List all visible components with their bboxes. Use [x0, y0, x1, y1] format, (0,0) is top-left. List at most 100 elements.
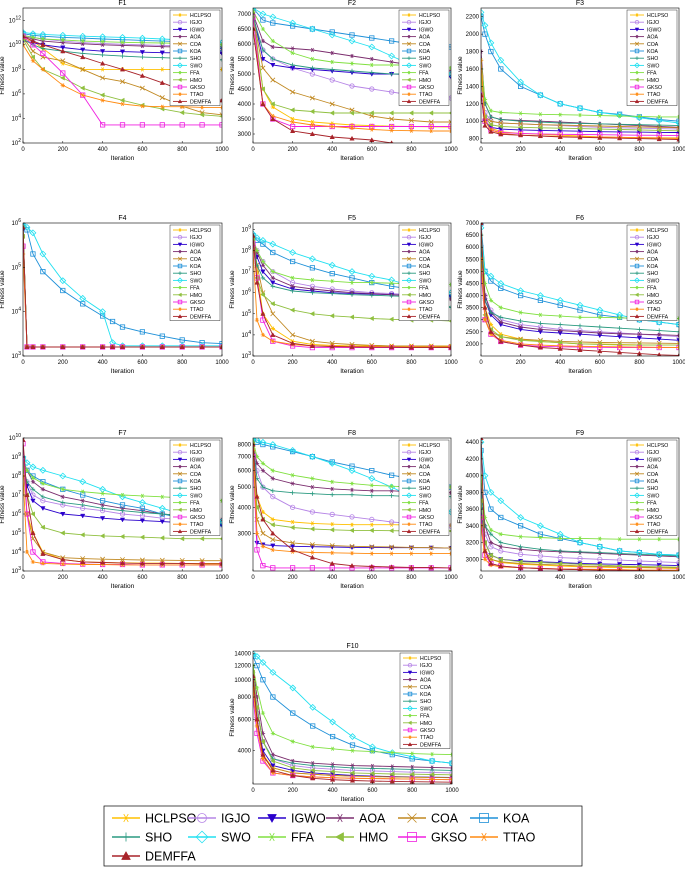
data-point: [429, 551, 434, 556]
series-ttao: [23, 42, 222, 110]
legend-marker: [634, 450, 640, 455]
data-point: [99, 533, 105, 539]
legend-label: IGJO: [647, 450, 659, 456]
chart-panel-f1: F1 0 200 400 600 800 1000 102 104 106 108 1010 1012 I…: [0, 0, 229, 162]
data-point: [260, 332, 266, 338]
chart-panel-f3: F3 0 200 400 600 800 1000 800 1000 1200 1400 1600 18…: [457, 0, 685, 162]
legend-label: HCLPSO: [647, 443, 668, 449]
legend-label: HMO: [190, 508, 202, 514]
data-point: [260, 263, 266, 268]
legend-label: SHO: [419, 271, 430, 277]
data-point: [498, 532, 503, 537]
data-point: [60, 45, 66, 51]
data-point: [482, 304, 488, 310]
y-tick-label: 6000: [238, 717, 252, 723]
shared-legend-label: IGJO: [221, 812, 250, 826]
data-point: [448, 128, 451, 134]
legend-marker: [406, 99, 412, 104]
x-axis-label: Iteration: [568, 368, 592, 375]
data-point: [390, 764, 395, 769]
legend-label: KOA: [190, 264, 201, 270]
data-point: [410, 764, 415, 770]
x-tick-label: 0: [251, 575, 255, 581]
data-point: [369, 493, 374, 498]
y-tick-label: 107: [12, 490, 22, 499]
data-point: [30, 530, 36, 536]
shared-legend-entry-koa: KOA: [470, 812, 530, 826]
legend-marker: [634, 256, 640, 261]
data-point: [30, 511, 35, 517]
data-point: [369, 770, 375, 777]
legend-marker: [635, 249, 639, 254]
series-demffa: [23, 438, 222, 566]
data-point: [350, 765, 355, 771]
series-hmo: [253, 669, 452, 778]
data-point: [329, 340, 335, 346]
data-point: [518, 534, 523, 539]
shared-legend-label: DEMFFA: [145, 850, 196, 864]
data-point: [597, 315, 602, 320]
series-line-koa: [253, 656, 452, 764]
legend-label: GKSO: [190, 85, 205, 91]
x-axis-label: Iteration: [341, 796, 365, 803]
shared-legend-entry-aoa: AOA: [326, 812, 386, 826]
data-point: [310, 122, 315, 128]
data-point: [309, 95, 315, 101]
y-axis-label: Fitness value: [229, 56, 236, 95]
data-point: [290, 332, 296, 338]
data-point: [597, 113, 602, 118]
y-axis-label: Fitness value: [229, 698, 236, 737]
legend-label: FFA: [647, 71, 657, 77]
shared-legend-entry-sho: SHO: [112, 831, 172, 845]
data-point: [289, 249, 297, 256]
legend-label: GKSO: [419, 515, 434, 521]
legend-label: FFA: [190, 71, 200, 77]
y-tick-label: 106: [12, 509, 22, 518]
data-point: [330, 762, 335, 767]
data-point: [159, 560, 165, 566]
data-point: [616, 349, 623, 355]
legend-label: FFA: [419, 71, 429, 77]
series-hmo: [481, 75, 679, 133]
data-point: [253, 439, 256, 444]
data-point: [160, 40, 165, 46]
y-tick-label: 106: [12, 89, 22, 98]
data-point: [40, 269, 46, 275]
series-line-hmo: [253, 13, 451, 114]
y-tick-label: 106: [242, 288, 252, 297]
data-point: [290, 119, 295, 125]
data-point: [260, 461, 266, 466]
data-point: [259, 659, 267, 666]
legend-marker: [634, 99, 640, 104]
data-point: [260, 756, 266, 761]
x-tick-label: 1000: [444, 360, 458, 366]
data-point: [488, 114, 494, 120]
data-point: [119, 560, 126, 566]
plot-area: [481, 438, 679, 571]
data-point: [597, 556, 603, 562]
data-point: [488, 298, 494, 303]
data-point: [100, 67, 105, 72]
legend-marker: [634, 514, 640, 520]
legend-label: COA: [419, 257, 431, 263]
data-point: [577, 567, 583, 571]
legend-label: AOA: [647, 35, 658, 41]
legend-marker: [178, 500, 182, 505]
data-point: [260, 86, 265, 92]
data-point: [80, 502, 85, 508]
data-point: [597, 550, 602, 555]
data-point: [60, 556, 66, 562]
data-point: [556, 296, 564, 304]
data-point: [389, 544, 395, 550]
data-point: [488, 527, 494, 533]
legend-marker: [407, 464, 411, 469]
data-point: [429, 771, 435, 778]
series-swo: [253, 651, 452, 767]
y-tick-label: 3500: [466, 306, 480, 312]
legend-marker: [177, 84, 183, 90]
data-point: [557, 125, 563, 131]
x-tick-label: 600: [137, 147, 148, 153]
data-point: [158, 504, 166, 512]
legend-marker: [406, 292, 411, 298]
